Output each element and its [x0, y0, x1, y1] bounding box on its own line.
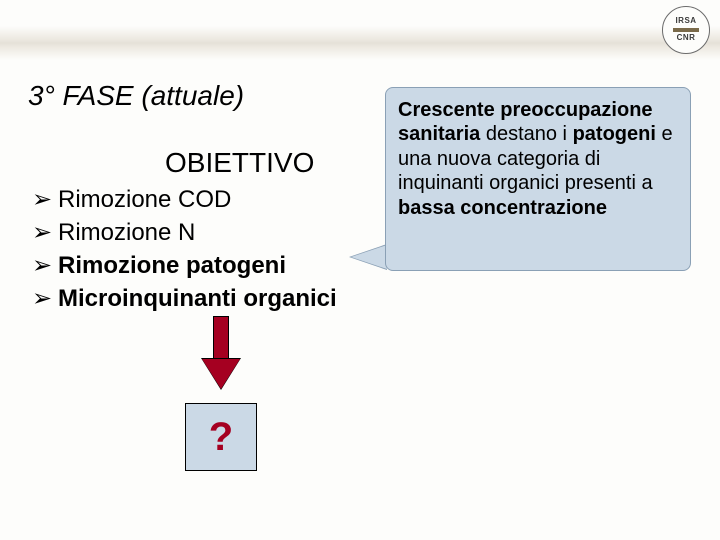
bullet-text: Rimozione COD: [58, 186, 231, 214]
bullet-list: ➢ Rimozione COD ➢ Rimozione N ➢ Rimozion…: [32, 185, 337, 317]
bullet-text: Microinquinanti organici: [58, 285, 337, 313]
chevron-right-icon: ➢: [32, 218, 58, 247]
chevron-right-icon: ➢: [32, 284, 58, 313]
logo-line-1: IRSA: [675, 17, 696, 26]
callout-pointer: [351, 245, 387, 269]
logo-divider: [673, 28, 699, 32]
bullet-text: Rimozione patogeni: [58, 252, 286, 280]
chevron-right-icon: ➢: [32, 251, 58, 280]
bullet-text: Rimozione N: [58, 219, 195, 247]
page-title: 3° FASE (attuale): [28, 80, 244, 112]
chevron-right-icon: ➢: [32, 185, 58, 214]
callout-text-1: destano i: [480, 123, 572, 145]
callout-bold-3: bassa concentrazione: [398, 197, 607, 219]
question-box: ?: [185, 403, 257, 471]
decorative-top-band: [0, 26, 720, 60]
list-item: ➢ Rimozione N: [32, 218, 337, 247]
question-mark: ?: [209, 415, 233, 460]
list-item: ➢ Rimozione COD: [32, 185, 337, 214]
irsa-cnr-logo: IRSA CNR: [662, 6, 710, 54]
list-item: ➢ Rimozione patogeni: [32, 251, 337, 280]
section-title: OBIETTIVO: [165, 147, 314, 179]
list-item: ➢ Microinquinanti organici: [32, 284, 337, 313]
down-arrow-icon: [202, 316, 240, 390]
callout-box: Crescente preoccupazione sanitaria desta…: [385, 87, 691, 271]
callout-bold-2: patogeni: [573, 123, 656, 145]
logo-line-2: CNR: [677, 34, 696, 43]
